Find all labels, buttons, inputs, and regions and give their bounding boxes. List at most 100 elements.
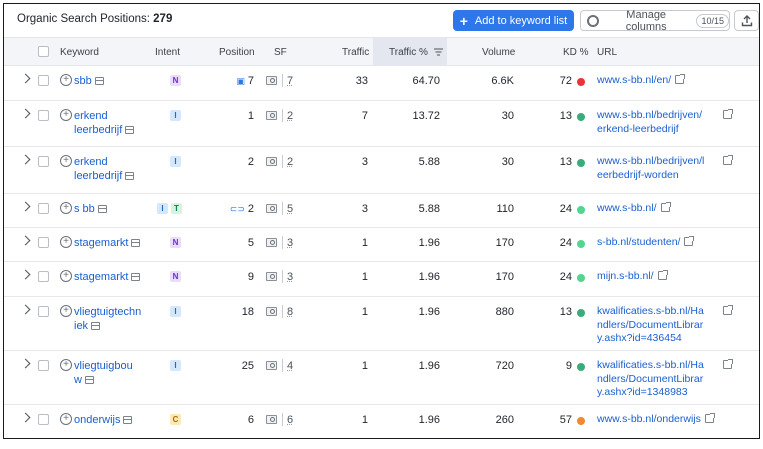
url-link[interactable]: www.s-bb.nl/bedrijven/erkend-leerbedrijf — [597, 109, 702, 136]
col-traffic-pct[interactable]: Traffic % — [389, 47, 443, 58]
expand-chevron-icon[interactable] — [20, 269, 31, 280]
url-link[interactable]: www.s-bb.nl/onderwijs — [597, 413, 715, 427]
add-keyword-icon[interactable]: + — [60, 270, 72, 282]
expand-chevron-icon[interactable] — [20, 154, 31, 165]
serp-features-count[interactable]: 3 — [287, 237, 294, 249]
col-keyword[interactable]: Keyword — [60, 47, 99, 58]
external-link-icon[interactable] — [723, 155, 733, 165]
add-keyword-icon[interactable]: + — [60, 236, 72, 248]
external-link-icon[interactable] — [684, 236, 695, 246]
external-link-icon[interactable] — [675, 74, 686, 84]
title-label: Organic Search Positions: — [17, 13, 150, 25]
serp-features-icon[interactable] — [266, 415, 277, 424]
external-link-icon[interactable] — [723, 109, 733, 119]
serp-snapshot-icon[interactable] — [91, 322, 101, 330]
serp-features-icon[interactable] — [266, 238, 277, 247]
url-link[interactable]: s-bb.nl/studenten/ — [597, 236, 695, 250]
expand-chevron-icon[interactable] — [20, 412, 31, 423]
manage-columns-button[interactable]: Manage columns 10/15 — [580, 9, 730, 33]
row-checkbox[interactable] — [38, 110, 49, 121]
serp-features-count[interactable]: 5 — [287, 203, 294, 215]
url-link[interactable]: www.s-bb.nl/bedrijven/l eerbedrijf-worden — [597, 155, 704, 182]
col-traffic[interactable]: Traffic — [342, 47, 370, 58]
serp-features-count[interactable]: 3 — [287, 271, 294, 283]
keyword-link[interactable]: stagemarkt — [74, 236, 141, 250]
expand-chevron-icon[interactable] — [20, 235, 31, 246]
serp-features-count[interactable]: 4 — [287, 360, 294, 372]
serp-features-count[interactable]: 6 — [287, 414, 294, 426]
add-keyword-icon[interactable]: + — [60, 155, 72, 167]
serp-features-icon[interactable] — [266, 111, 277, 120]
add-keyword-icon[interactable]: + — [60, 202, 72, 214]
serp-features-icon[interactable] — [266, 76, 277, 85]
keyword-link[interactable]: onderwijs — [74, 413, 133, 427]
serp-features-count[interactable]: 7 — [287, 75, 294, 87]
external-link-icon[interactable] — [723, 359, 733, 369]
keyword-link[interactable]: erkend leerbedrijf — [74, 109, 135, 137]
serp-features-icon[interactable] — [266, 157, 277, 166]
add-keyword-icon[interactable]: + — [60, 109, 72, 121]
serp-features-icon[interactable] — [266, 272, 277, 281]
serp-features-icon[interactable] — [266, 307, 277, 316]
serp-features-icon[interactable] — [266, 361, 277, 370]
traffic-value: 3 — [361, 203, 368, 215]
url-link[interactable]: www.s-bb.nl/ — [597, 202, 671, 216]
serp-snapshot-icon[interactable] — [84, 376, 94, 384]
keyword-link[interactable]: vliegtuigbou w — [74, 359, 133, 387]
add-keyword-icon[interactable]: + — [60, 359, 72, 371]
row-checkbox[interactable] — [38, 156, 49, 167]
serp-snapshot-icon[interactable] — [94, 77, 104, 85]
serp-snapshot-icon[interactable] — [131, 273, 141, 281]
external-link-icon[interactable] — [657, 270, 668, 280]
select-all-checkbox[interactable] — [38, 46, 49, 57]
serp-snapshot-icon[interactable] — [97, 205, 107, 213]
serp-snapshot-icon[interactable] — [125, 172, 135, 180]
serp-snapshot-icon[interactable] — [131, 239, 141, 247]
keyword-link[interactable]: erkend leerbedrijf — [74, 155, 135, 183]
row-checkbox[interactable] — [38, 237, 49, 248]
volume-value: 170 — [495, 237, 514, 249]
col-position[interactable]: Position — [219, 47, 255, 58]
url-link[interactable]: kwalificaties.s-bb.nl/Ha ndlers/DocumentL… — [597, 305, 704, 346]
expand-chevron-icon[interactable] — [20, 73, 31, 84]
external-link-icon[interactable] — [660, 202, 671, 212]
expand-chevron-icon[interactable] — [20, 201, 31, 212]
expand-chevron-icon[interactable] — [20, 358, 31, 369]
col-volume[interactable]: Volume — [482, 47, 516, 58]
keyword-line: erkend — [74, 156, 108, 168]
row-checkbox[interactable] — [38, 306, 49, 317]
keyword-link[interactable]: s bb — [74, 202, 107, 216]
serp-features-icon[interactable] — [266, 204, 277, 213]
keyword-link[interactable]: stagemarkt — [74, 270, 141, 284]
col-intent[interactable]: Intent — [155, 47, 181, 58]
serp-features-count[interactable]: 2 — [287, 110, 294, 122]
external-link-icon[interactable] — [704, 413, 715, 423]
serp-snapshot-icon[interactable] — [123, 416, 133, 424]
add-keyword-icon[interactable]: + — [60, 413, 72, 425]
row-checkbox[interactable] — [38, 271, 49, 282]
url-link[interactable]: kwalificaties.s-bb.nl/Ha ndlers/DocumentL… — [597, 359, 704, 400]
expand-chevron-icon[interactable] — [20, 304, 31, 315]
row-checkbox[interactable] — [38, 203, 49, 214]
col-url[interactable]: URL — [597, 47, 618, 58]
serp-features-count[interactable]: 8 — [287, 306, 294, 318]
expand-chevron-icon[interactable] — [20, 108, 31, 119]
row-checkbox[interactable] — [38, 360, 49, 371]
serp-snapshot-icon[interactable] — [125, 126, 135, 134]
url-link[interactable]: www.s-bb.nl/en/ — [597, 74, 686, 88]
add-to-keyword-list-button[interactable]: + Add to keyword list — [453, 10, 574, 31]
external-link-icon[interactable] — [723, 305, 733, 315]
add-keyword-icon[interactable]: + — [60, 74, 72, 86]
row-checkbox[interactable] — [38, 414, 49, 425]
row-checkbox[interactable] — [38, 75, 49, 86]
keyword-line: iek — [74, 319, 141, 333]
add-keyword-icon[interactable]: + — [60, 305, 72, 317]
serp-features-count[interactable]: 2 — [287, 156, 294, 168]
col-kd[interactable]: KD % — [563, 47, 589, 58]
keyword-link[interactable]: vliegtuigtechn iek — [74, 305, 141, 333]
keyword-link[interactable]: sbb — [74, 74, 104, 88]
title-count: 279 — [153, 13, 173, 25]
export-button[interactable] — [734, 10, 759, 31]
url-link[interactable]: mijn.s-bb.nl/ — [597, 270, 668, 284]
col-sf[interactable]: SF — [274, 47, 287, 58]
